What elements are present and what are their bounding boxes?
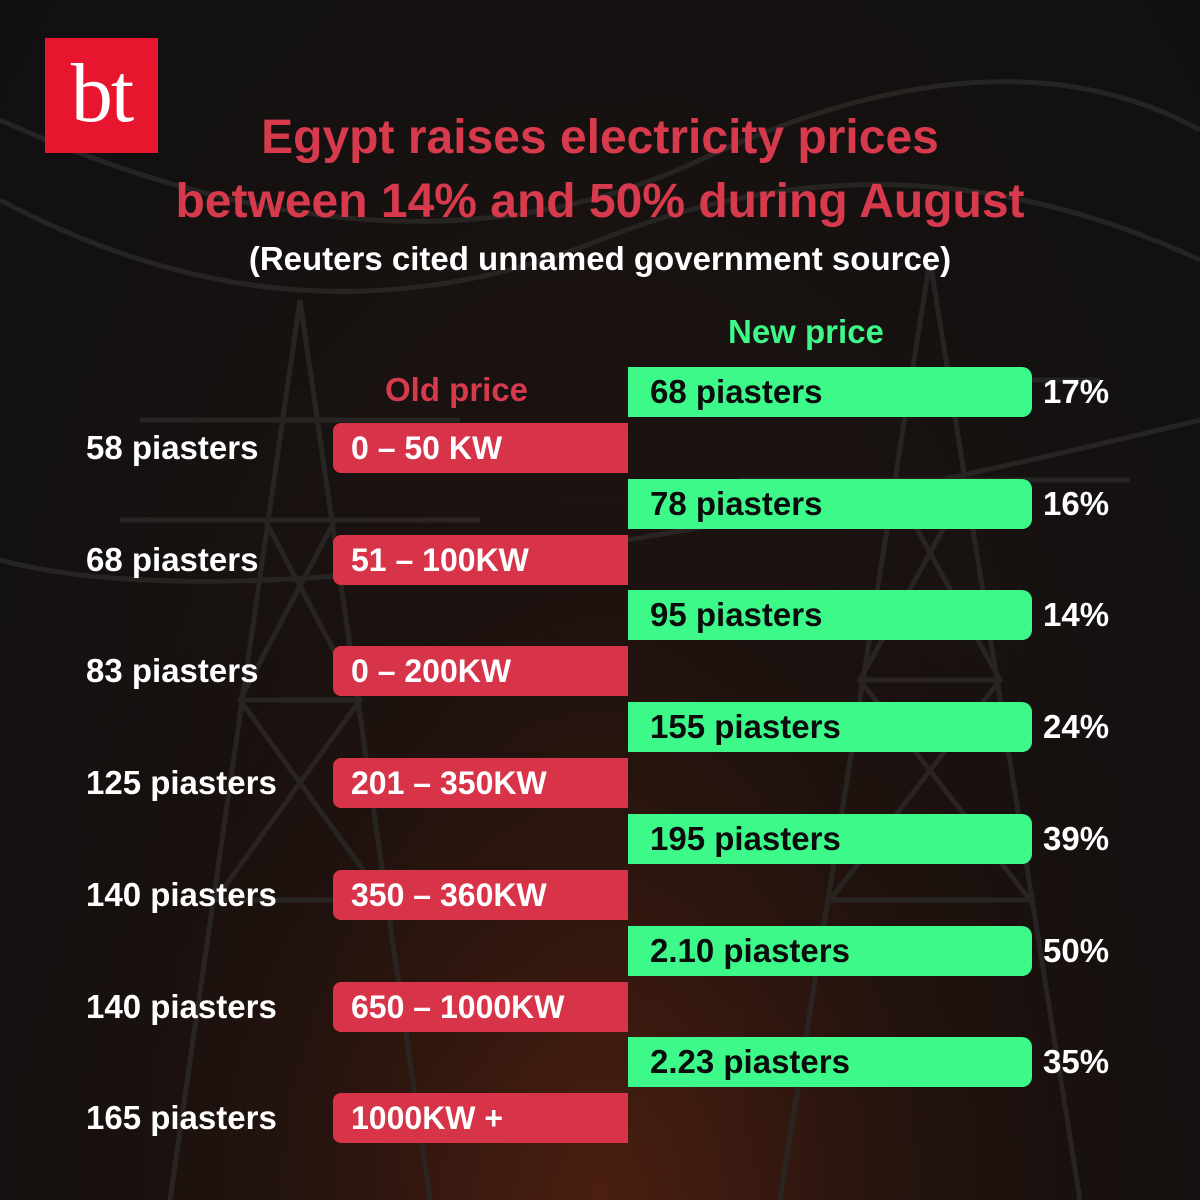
consumption-tier-label: 51 – 100KW bbox=[351, 542, 529, 578]
old-price-row: 165 piasters 1000KW + bbox=[0, 1093, 1200, 1143]
new-price-label: 2.10 piasters bbox=[650, 932, 850, 969]
increase-percent-label: 39% bbox=[1043, 820, 1110, 857]
consumption-tier-label: 1000KW + bbox=[351, 1100, 504, 1136]
new-price-row: 2.10 piasters 50% bbox=[0, 926, 1200, 976]
old-price-label: 165 piasters bbox=[86, 1099, 277, 1136]
old-price-header: Old price bbox=[385, 371, 529, 408]
old-price-label: 68 piasters bbox=[86, 541, 259, 578]
old-price-tier-bar: 1000KW + bbox=[333, 1093, 628, 1143]
old-price-row: 125 piasters 201 – 350KW bbox=[0, 758, 1200, 808]
consumption-tier-label: 350 – 360KW bbox=[351, 877, 547, 913]
new-price-row: 78 piasters 16% bbox=[0, 479, 1200, 529]
old-price-tier-bar: 650 – 1000KW bbox=[333, 982, 628, 1032]
chart-title: Egypt raises electricity prices between … bbox=[60, 106, 1140, 234]
increase-percent-label: 24% bbox=[1043, 708, 1110, 745]
new-price-label: 155 piasters bbox=[650, 708, 841, 745]
old-price-row: 140 piasters 350 – 360KW bbox=[0, 870, 1200, 920]
new-price-label: 68 piasters bbox=[650, 373, 823, 410]
new-price-label: 95 piasters bbox=[650, 596, 823, 633]
new-price-bar: 95 piasters bbox=[628, 590, 1032, 640]
old-price-row: 68 piasters 51 – 100KW bbox=[0, 535, 1200, 585]
old-price-row: 140 piasters 650 – 1000KW bbox=[0, 982, 1200, 1032]
old-price-row: 83 piasters 0 – 200KW bbox=[0, 646, 1200, 696]
new-price-row: 95 piasters 14% bbox=[0, 590, 1200, 640]
new-price-row: 68 piasters 17% bbox=[0, 367, 1200, 417]
new-price-bar: 2.23 piasters bbox=[628, 1037, 1032, 1087]
old-price-label: 83 piasters bbox=[86, 652, 259, 689]
increase-percent-label: 35% bbox=[1043, 1043, 1110, 1080]
old-price-label: 140 piasters bbox=[86, 988, 277, 1025]
new-price-bar: 155 piasters bbox=[628, 702, 1032, 752]
old-price-tier-bar: 0 – 50 KW bbox=[333, 423, 628, 473]
new-price-row: 2.23 piasters 35% bbox=[0, 1037, 1200, 1087]
consumption-tier-label: 0 – 200KW bbox=[351, 653, 512, 689]
increase-percent-label: 16% bbox=[1043, 485, 1110, 522]
new-price-row: 155 piasters 24% bbox=[0, 702, 1200, 752]
consumption-tier-label: 650 – 1000KW bbox=[351, 989, 565, 1025]
increase-percent-label: 14% bbox=[1043, 596, 1110, 633]
chart-subtitle: (Reuters cited unnamed government source… bbox=[248, 240, 952, 277]
new-price-label: 78 piasters bbox=[650, 485, 823, 522]
old-price-label: 125 piasters bbox=[86, 764, 277, 801]
increase-percent-label: 50% bbox=[1043, 932, 1110, 969]
consumption-tier-label: 0 – 50 KW bbox=[351, 430, 503, 466]
old-price-label: 58 piasters bbox=[86, 429, 259, 466]
increase-percent-label: 17% bbox=[1043, 373, 1110, 410]
new-price-row: 195 piasters 39% bbox=[0, 814, 1200, 864]
new-price-label: 2.23 piasters bbox=[650, 1043, 850, 1080]
chart-title-line-1: Egypt raises electricity prices bbox=[261, 111, 939, 164]
bt-logo: bt bbox=[45, 38, 158, 153]
new-price-header: New price bbox=[728, 313, 884, 350]
consumption-tier-label: 201 – 350KW bbox=[351, 765, 547, 801]
new-price-bar: 2.10 piasters bbox=[628, 926, 1032, 976]
new-price-bar: 68 piasters bbox=[628, 367, 1032, 417]
old-price-tier-bar: 0 – 200KW bbox=[333, 646, 628, 696]
new-price-bar: 78 piasters bbox=[628, 479, 1032, 529]
old-price-tier-bar: 51 – 100KW bbox=[333, 535, 628, 585]
old-price-tier-bar: 350 – 360KW bbox=[333, 870, 628, 920]
new-price-label: 195 piasters bbox=[650, 820, 841, 857]
old-price-label: 140 piasters bbox=[86, 876, 277, 913]
new-price-bar: 195 piasters bbox=[628, 814, 1032, 864]
old-price-row: 58 piasters 0 – 50 KW bbox=[0, 423, 1200, 473]
old-price-tier-bar: 201 – 350KW bbox=[333, 758, 628, 808]
chart-title-line-2: between 14% and 50% during August bbox=[175, 175, 1025, 228]
